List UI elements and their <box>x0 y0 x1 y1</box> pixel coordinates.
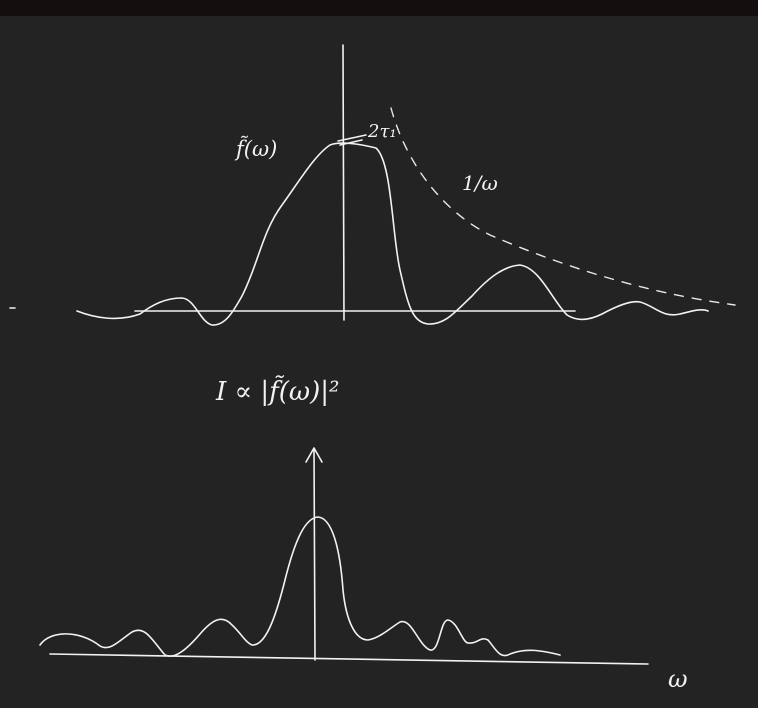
label-intensity: I ∝ |f̃(ω)|² <box>215 375 339 407</box>
bottom-diagram <box>39 447 649 665</box>
top-fourier-curve <box>76 142 709 326</box>
top-diagram <box>9 44 736 326</box>
bottom-axis-arrowhead <box>305 447 323 463</box>
envelope-dashed-curve <box>390 107 736 306</box>
bottom-intensity-curve <box>39 516 561 657</box>
peak-marker <box>337 134 367 146</box>
label-envelope: 1/ω <box>462 171 498 195</box>
top-bar <box>0 0 758 16</box>
label-peak-value: 2τ₁ <box>367 121 397 142</box>
bottom-horizontal-axis <box>49 653 649 665</box>
bottom-vertical-axis <box>313 449 316 661</box>
label-fourier-transform: f̃(ω) <box>234 136 277 161</box>
label-omega-axis: ω <box>668 665 688 693</box>
top-vertical-axis <box>342 44 345 321</box>
